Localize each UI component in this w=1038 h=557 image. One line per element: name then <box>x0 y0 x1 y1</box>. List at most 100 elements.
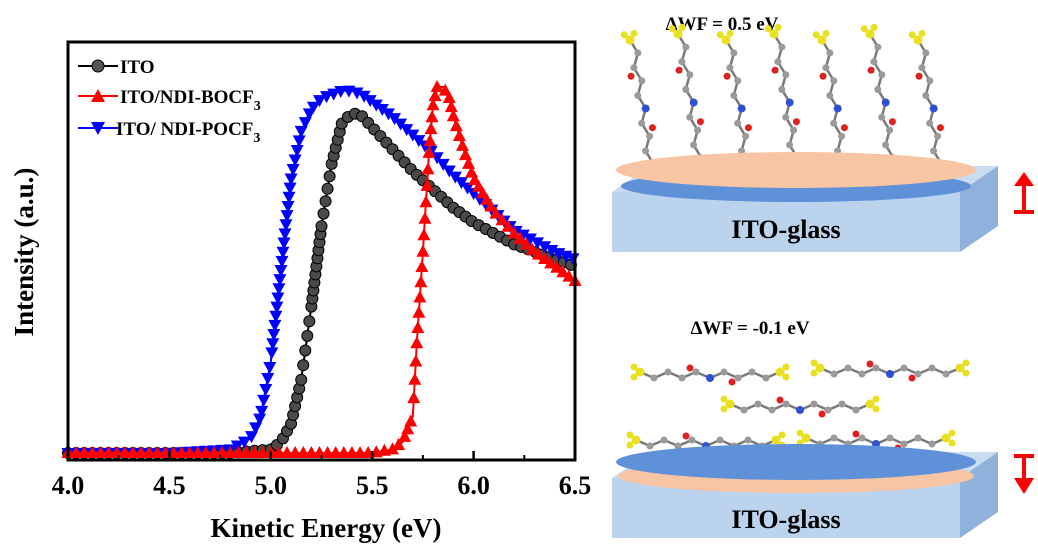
data-point <box>274 265 288 277</box>
data-point <box>495 213 509 226</box>
top-arrow-up-icon <box>1014 172 1034 214</box>
data-point <box>531 247 545 260</box>
data-point <box>407 391 421 404</box>
data-point <box>290 144 304 157</box>
data-point <box>404 414 418 427</box>
data-point <box>278 228 292 241</box>
chart-svg: 4.0 4.5 5.0 5.5 6.0 6.5 Kinetic Energy (eV) I… <box>9 40 591 543</box>
work-function-schematic: ΔWF = 0.5 eV ITO-glass ΔWF = -0.1 eV <box>600 0 1038 552</box>
schematic-svg: ΔWF = 0.5 eV ITO-glass ΔWF = -0.1 eV <box>612 14 1034 538</box>
data-point <box>319 195 332 208</box>
data-point <box>489 206 503 219</box>
data-point <box>425 110 439 123</box>
data-point <box>401 422 415 435</box>
data-point <box>428 89 442 102</box>
data-point <box>409 354 423 367</box>
data-point <box>280 210 294 223</box>
x-tick-label: 4.5 <box>153 471 186 500</box>
data-point <box>253 413 267 426</box>
data-point <box>412 305 426 318</box>
data-point <box>266 338 280 351</box>
x-tick-label: 5.0 <box>255 471 288 500</box>
bottom-molecule-layer <box>625 358 971 455</box>
data-point <box>295 373 308 386</box>
data-point <box>525 242 539 255</box>
data-point <box>416 244 430 257</box>
data-point <box>321 182 334 195</box>
data-point <box>411 320 425 333</box>
data-point <box>268 319 282 332</box>
data-point <box>317 207 330 220</box>
data-point <box>277 237 291 250</box>
series-ITO <box>62 107 577 459</box>
data-point <box>501 219 515 232</box>
legend-marker-boc <box>91 89 105 102</box>
data-point <box>458 148 472 161</box>
data-point <box>299 344 312 357</box>
data-point <box>275 255 289 268</box>
y-axis-label: Intensity (a.u.) <box>9 168 39 337</box>
data-point <box>261 372 275 385</box>
data-point <box>375 103 389 116</box>
series-line <box>68 89 576 454</box>
data-point <box>237 436 251 449</box>
legend: ITO ITO/NDI-BOCF3 ITO/ NDI-POCF3 <box>78 57 261 146</box>
data-point <box>245 431 259 444</box>
legend-entry-boc: ITO/NDI-BOCF3 <box>78 87 261 114</box>
data-point <box>519 237 533 250</box>
bottom-substrate: ITO-glass <box>612 444 998 538</box>
data-point <box>442 90 456 103</box>
x-axis-label: Kinetic Energy (eV) <box>211 513 442 543</box>
x-tick-label: 6.0 <box>457 471 490 500</box>
data-point <box>530 237 544 250</box>
data-point <box>415 259 429 272</box>
data-point <box>306 101 320 114</box>
data-point <box>462 156 476 169</box>
top-delta-wf-label: ΔWF = 0.5 eV <box>666 14 779 35</box>
data-point <box>436 158 450 171</box>
data-point <box>410 336 424 349</box>
data-point <box>284 173 298 186</box>
bottom-substrate-label: ITO-glass <box>731 505 840 534</box>
legend-entry-poc: ITO/ NDI-POCF3 <box>78 119 260 146</box>
series-line <box>68 86 576 454</box>
data-point <box>269 310 283 323</box>
data-point <box>298 117 312 130</box>
data-point <box>507 226 521 239</box>
data-point <box>544 256 558 269</box>
data-point <box>418 211 432 224</box>
data-point <box>323 170 336 183</box>
data-point <box>421 162 435 175</box>
data-point <box>385 442 399 455</box>
data-point <box>444 100 458 113</box>
data-point <box>562 269 576 282</box>
data-point <box>381 108 395 121</box>
data-point <box>334 86 348 99</box>
data-point <box>484 199 498 212</box>
data-point <box>442 165 456 178</box>
data-point <box>286 163 300 176</box>
data-point <box>545 245 559 258</box>
data-point <box>419 195 433 208</box>
data-point <box>417 228 431 241</box>
data-point <box>315 220 328 233</box>
data-point <box>523 233 537 246</box>
data-point <box>446 109 460 122</box>
data-point <box>550 260 564 273</box>
data-point <box>320 91 334 104</box>
data-point <box>301 329 314 342</box>
data-point <box>265 347 279 360</box>
data-point <box>294 125 308 138</box>
data-point <box>303 315 316 328</box>
data-point <box>398 429 412 442</box>
data-point <box>430 80 444 92</box>
data-point <box>270 301 284 314</box>
data-point <box>259 383 273 396</box>
data-point <box>327 88 341 101</box>
data-point <box>249 422 263 435</box>
data-point <box>288 154 302 167</box>
ups-chart: 4.0 4.5 5.0 5.5 6.0 6.5 Kinetic Energy (eV) I… <box>9 40 591 543</box>
data-point <box>297 359 310 372</box>
data-point <box>272 283 286 296</box>
data-point <box>292 135 306 148</box>
